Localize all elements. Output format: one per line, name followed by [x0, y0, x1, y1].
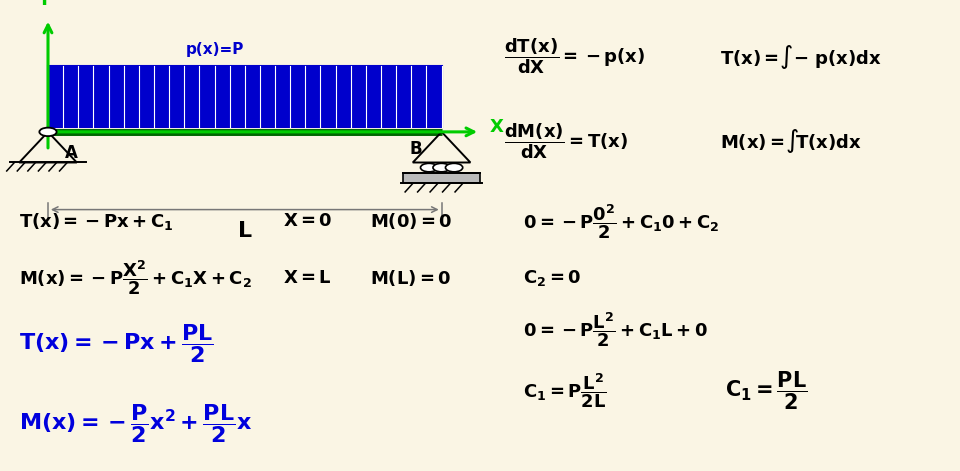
Circle shape [433, 163, 450, 172]
Text: $\mathbf{M(x)=-P\dfrac{X^2}{2}+C_1X+C_2}$: $\mathbf{M(x)=-P\dfrac{X^2}{2}+C_1X+C_2}… [19, 259, 252, 297]
Text: $\mathbf{0=-P\dfrac{L^2}{2}+C_1L+0}$: $\mathbf{0=-P\dfrac{L^2}{2}+C_1L+0}$ [523, 310, 708, 349]
Bar [403, 173, 480, 183]
Text: $\mathbf{X=L}$: $\mathbf{X=L}$ [283, 269, 332, 287]
Text: $\mathbf{M(x)=-\dfrac{P}{2}x^2+\dfrac{PL}{2}x}$: $\mathbf{M(x)=-\dfrac{P}{2}x^2+\dfrac{PL… [19, 402, 252, 446]
Text: $\mathbf{M(L)=0}$: $\mathbf{M(L)=0}$ [370, 268, 451, 288]
Text: Y: Y [36, 0, 50, 9]
Circle shape [39, 128, 57, 136]
Text: L: L [238, 221, 252, 241]
Text: p(x)=P: p(x)=P [186, 41, 245, 57]
Text: A: A [65, 144, 78, 162]
Text: $\mathbf{\dfrac{dM(x)}{dX}}$$\mathbf{=T(x)}$: $\mathbf{\dfrac{dM(x)}{dX}}$$\mathbf{=T(… [504, 122, 628, 161]
Text: $\mathbf{C_1=\dfrac{PL}{2}}$: $\mathbf{C_1=\dfrac{PL}{2}}$ [725, 370, 807, 412]
Text: $\mathbf{\dfrac{dT(x)}{dX}}$$\mathbf{= -p(x)}$: $\mathbf{\dfrac{dT(x)}{dX}}$$\mathbf{= -… [504, 37, 645, 76]
Text: $\mathbf{C_2=0}$: $\mathbf{C_2=0}$ [523, 268, 582, 288]
Text: $\mathbf{M(x)=\!\int\!T(x)dx}$: $\mathbf{M(x)=\!\int\!T(x)dx}$ [720, 127, 862, 155]
Bar [48, 66, 442, 127]
Text: $\mathbf{X=0}$: $\mathbf{X=0}$ [283, 212, 333, 230]
Circle shape [445, 163, 463, 172]
Text: $\mathbf{M(0)=0}$: $\mathbf{M(0)=0}$ [370, 211, 452, 231]
Text: $\mathbf{T(x)=-Px+C_1}$: $\mathbf{T(x)=-Px+C_1}$ [19, 211, 174, 232]
Circle shape [420, 163, 438, 172]
Text: B: B [410, 140, 422, 158]
Text: $\mathbf{T(x)=\!\int\!-\,p(x)dx}$: $\mathbf{T(x)=\!\int\!-\,p(x)dx}$ [720, 42, 882, 71]
Text: $\mathbf{C_1=P\dfrac{L^2}{2L}}$: $\mathbf{C_1=P\dfrac{L^2}{2L}}$ [523, 372, 607, 410]
Text: $\mathbf{T(x)=-Px+\dfrac{PL}{2}}$: $\mathbf{T(x)=-Px+\dfrac{PL}{2}}$ [19, 322, 214, 365]
Text: X: X [490, 118, 503, 136]
Text: $\mathbf{0=-P\dfrac{0^2}{2}+C_10+C_2}$: $\mathbf{0=-P\dfrac{0^2}{2}+C_10+C_2}$ [523, 202, 720, 241]
